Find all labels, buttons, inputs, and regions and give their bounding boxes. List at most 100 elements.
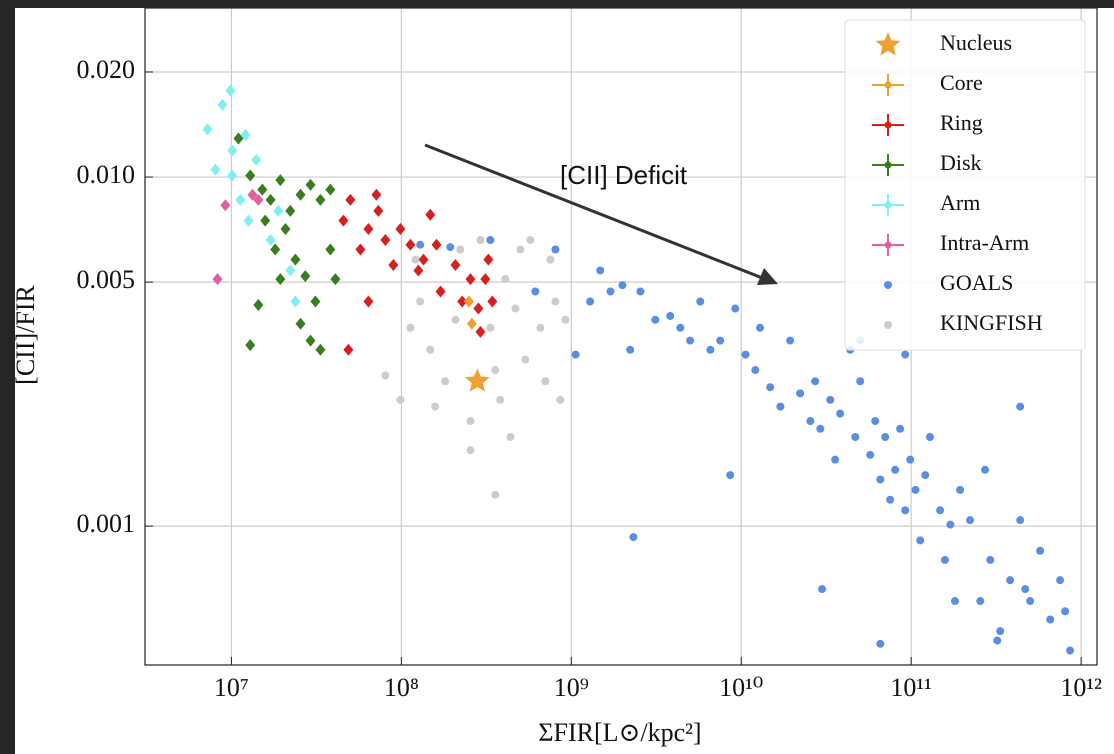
point <box>871 417 880 426</box>
point <box>950 597 959 606</box>
point <box>396 395 405 404</box>
point <box>253 193 264 206</box>
point <box>463 295 474 308</box>
point <box>265 234 276 247</box>
point <box>851 432 860 441</box>
point <box>465 273 476 286</box>
legend-label: Arm <box>940 190 980 215</box>
legend-marker <box>875 32 901 56</box>
point <box>233 132 244 145</box>
point <box>686 336 695 345</box>
point <box>1036 546 1045 555</box>
point <box>486 323 495 332</box>
y-tick-label: 0.010 <box>77 160 136 189</box>
point <box>818 585 827 594</box>
point <box>480 273 491 286</box>
point <box>756 323 765 332</box>
point <box>1016 402 1025 411</box>
point <box>636 287 645 296</box>
point <box>536 323 545 332</box>
point <box>806 417 815 426</box>
star-point <box>465 368 490 392</box>
point <box>586 297 595 306</box>
point <box>506 432 515 441</box>
legend-label: KINGFISH <box>940 310 1043 335</box>
point <box>866 450 875 459</box>
point <box>343 343 354 356</box>
point <box>483 253 494 266</box>
point <box>551 245 560 254</box>
point <box>993 636 1002 645</box>
point <box>290 253 301 266</box>
point <box>275 273 286 286</box>
point <box>626 345 635 354</box>
y-tick-label: 0.001 <box>77 509 136 538</box>
point <box>716 336 725 345</box>
point <box>487 295 498 308</box>
point <box>227 144 238 157</box>
point <box>345 193 356 206</box>
point <box>1026 597 1035 606</box>
point <box>651 315 660 324</box>
point <box>475 325 486 338</box>
point <box>371 188 382 201</box>
point <box>1046 615 1055 624</box>
point <box>253 298 264 311</box>
point <box>491 366 500 375</box>
point <box>457 295 468 308</box>
point <box>416 297 425 306</box>
legend-marker <box>884 201 892 209</box>
point <box>551 297 560 306</box>
legend-label: Ring <box>940 110 983 135</box>
point <box>816 424 825 433</box>
point <box>751 366 760 375</box>
legend-label: Intra-Arm <box>940 230 1029 255</box>
point <box>325 243 336 256</box>
point <box>911 485 920 494</box>
point <box>227 169 238 182</box>
point <box>976 597 985 606</box>
point <box>901 506 910 515</box>
point <box>706 345 715 354</box>
point <box>876 639 885 648</box>
point <box>257 183 268 196</box>
point <box>280 222 291 235</box>
point <box>476 236 485 245</box>
point <box>416 240 425 249</box>
legend-marker <box>884 121 892 129</box>
point <box>836 409 845 418</box>
point <box>315 343 326 356</box>
point <box>921 471 930 480</box>
legend-marker <box>884 81 892 89</box>
x-tick-label: 10¹² <box>1060 673 1102 702</box>
point <box>456 245 465 254</box>
point <box>901 350 910 359</box>
point <box>996 627 1005 636</box>
point <box>786 336 795 345</box>
point <box>629 533 638 542</box>
point <box>431 238 442 251</box>
point <box>1061 607 1070 616</box>
point <box>295 188 306 201</box>
point <box>325 183 336 196</box>
x-tick-label: 10¹¹ <box>890 673 932 702</box>
point <box>571 350 580 359</box>
point <box>826 395 835 404</box>
point <box>220 199 231 212</box>
point <box>1016 516 1025 525</box>
point <box>395 222 406 235</box>
point <box>225 84 236 97</box>
point <box>466 446 475 455</box>
point <box>896 424 905 433</box>
point <box>363 295 374 308</box>
point <box>856 377 865 386</box>
point <box>285 204 296 217</box>
y-axis-label: [CII]/FIR <box>11 285 40 385</box>
point <box>305 334 316 347</box>
legend-marker <box>884 161 892 169</box>
point <box>290 295 301 308</box>
point <box>310 295 321 308</box>
point <box>741 350 750 359</box>
legend-box <box>844 19 1086 351</box>
point <box>521 355 530 364</box>
